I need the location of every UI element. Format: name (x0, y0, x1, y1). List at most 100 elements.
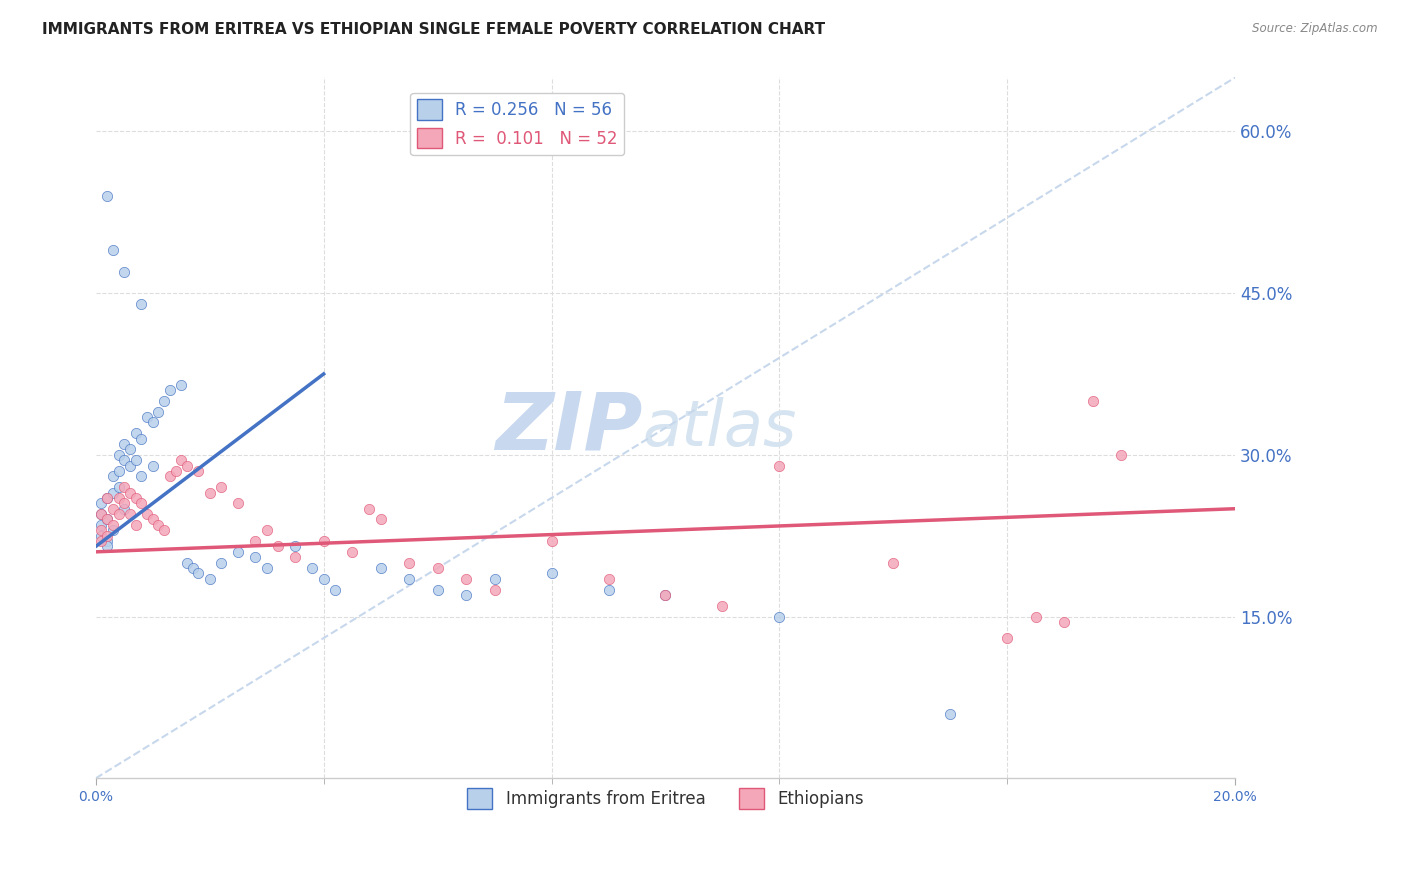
Point (96, 189, 118, 203)
Point (426, 582, 449, 597)
Point (1081, 393, 1104, 408)
Point (101, 485, 124, 500)
Point (198, 572, 221, 586)
Point (359, 501, 381, 516)
Point (170, 453, 193, 467)
Point (245, 534, 267, 549)
Point (136, 410, 159, 425)
Point (181, 561, 204, 575)
Point (176, 556, 198, 570)
Point (112, 480, 135, 494)
Point (112, 453, 135, 467)
Point (96, 512, 118, 526)
Point (370, 512, 392, 526)
Point (90, 507, 112, 521)
Point (711, 599, 734, 613)
Point (256, 523, 278, 537)
Point (484, 582, 506, 597)
Point (90, 507, 112, 521)
Point (187, 566, 209, 581)
Point (340, 545, 363, 559)
Point (598, 572, 620, 586)
Point (312, 572, 335, 586)
Point (312, 534, 335, 549)
Point (170, 377, 193, 392)
Point (654, 588, 676, 602)
Point (323, 582, 346, 597)
Point (939, 706, 962, 721)
Point (540, 566, 562, 581)
Point (768, 609, 790, 624)
Point (107, 448, 129, 462)
Text: IMMIGRANTS FROM ERITREA VS ETHIOPIAN SINGLE FEMALE POVERTY CORRELATION CHART: IMMIGRANTS FROM ERITREA VS ETHIOPIAN SIN… (42, 22, 825, 37)
Point (370, 561, 392, 575)
Point (398, 556, 420, 570)
Point (101, 523, 124, 537)
Text: atlas: atlas (643, 397, 797, 458)
Legend: Immigrants from Eritrea, Ethiopians: Immigrants from Eritrea, Ethiopians (461, 781, 870, 815)
Point (101, 469, 124, 483)
Point (131, 496, 153, 510)
Point (284, 550, 307, 565)
Point (96, 491, 118, 505)
Point (101, 243, 124, 257)
Point (165, 464, 187, 478)
Point (456, 588, 478, 602)
Point (101, 501, 124, 516)
Point (284, 540, 307, 554)
Point (1109, 448, 1132, 462)
Point (107, 491, 129, 505)
Point (124, 517, 146, 532)
Point (226, 496, 249, 510)
Point (90, 496, 112, 510)
Point (131, 432, 153, 446)
Point (484, 572, 506, 586)
Point (107, 480, 129, 494)
Point (96, 540, 118, 554)
Point (301, 561, 323, 575)
Point (995, 631, 1018, 645)
Point (148, 517, 170, 532)
Point (426, 561, 449, 575)
Point (256, 561, 278, 575)
Point (882, 556, 904, 570)
Point (398, 572, 420, 586)
Point (198, 485, 221, 500)
Point (90, 523, 112, 537)
Point (112, 264, 135, 278)
Point (540, 534, 562, 549)
Point (124, 491, 146, 505)
Point (209, 556, 232, 570)
Point (124, 453, 146, 467)
Point (153, 393, 176, 408)
Point (131, 297, 153, 311)
Point (112, 501, 135, 516)
Point (1025, 609, 1047, 624)
Text: ZIP: ZIP (495, 389, 643, 467)
Point (118, 442, 141, 457)
Point (96, 491, 118, 505)
Text: Source: ZipAtlas.com: Source: ZipAtlas.com (1253, 22, 1378, 36)
Point (131, 469, 153, 483)
Point (118, 485, 141, 500)
Point (136, 507, 159, 521)
Point (1053, 615, 1076, 629)
Point (226, 545, 249, 559)
Point (96, 534, 118, 549)
Point (112, 496, 135, 510)
Point (159, 469, 181, 483)
Point (90, 529, 112, 543)
Point (654, 588, 676, 602)
Point (90, 534, 112, 549)
Point (209, 480, 232, 494)
Point (118, 507, 141, 521)
Point (101, 517, 124, 532)
Point (90, 517, 112, 532)
Point (142, 458, 165, 473)
Point (107, 464, 129, 478)
Point (148, 405, 170, 419)
Point (153, 523, 176, 537)
Point (96, 512, 118, 526)
Point (267, 540, 290, 554)
Point (768, 458, 790, 473)
